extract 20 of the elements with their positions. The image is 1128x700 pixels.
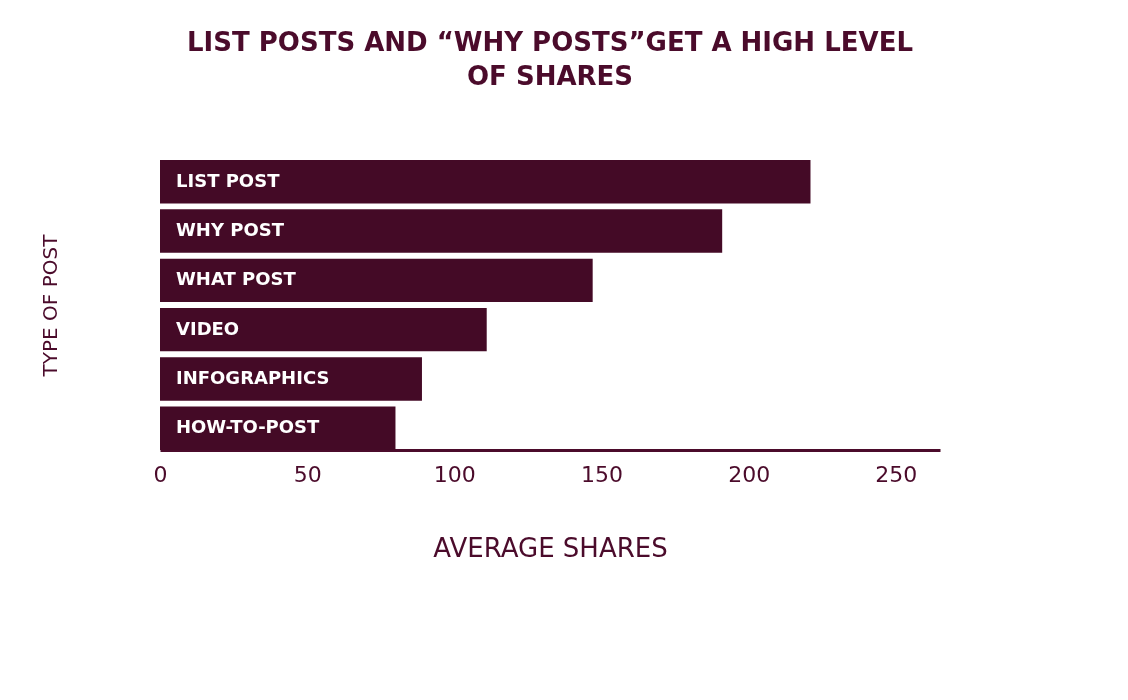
y-tick-label: LIST POST: [176, 169, 281, 191]
bar: [160, 160, 811, 204]
bar: [160, 307, 487, 352]
bar: [160, 258, 593, 303]
y-tick-label: VIDEO: [176, 317, 240, 339]
x-tick-label: 200: [728, 461, 771, 487]
x-tick-label: 250: [875, 461, 918, 487]
y-tick-label: INFOGRAPHICS: [176, 366, 330, 388]
chart-title: LIST POSTS AND “WHY POSTS”GET A HIGH LEVEL OF SHARES: [187, 27, 913, 91]
y-tick-label: HOW-TO-POST: [176, 416, 321, 438]
x-tick-label: 0: [153, 461, 168, 487]
y-axis-title: TYPE OF POST: [37, 233, 62, 378]
y-tick-label: WHY POST: [176, 219, 285, 241]
x-tick-label: 50: [293, 461, 322, 487]
x-tick-label: 150: [581, 461, 624, 487]
bar: [160, 357, 422, 401]
y-tick-label: WHAT POST: [176, 268, 297, 290]
bar: [160, 209, 723, 253]
x-tick-label: 100: [433, 461, 476, 487]
x-axis-title: AVERAGE SHARES: [433, 532, 668, 563]
